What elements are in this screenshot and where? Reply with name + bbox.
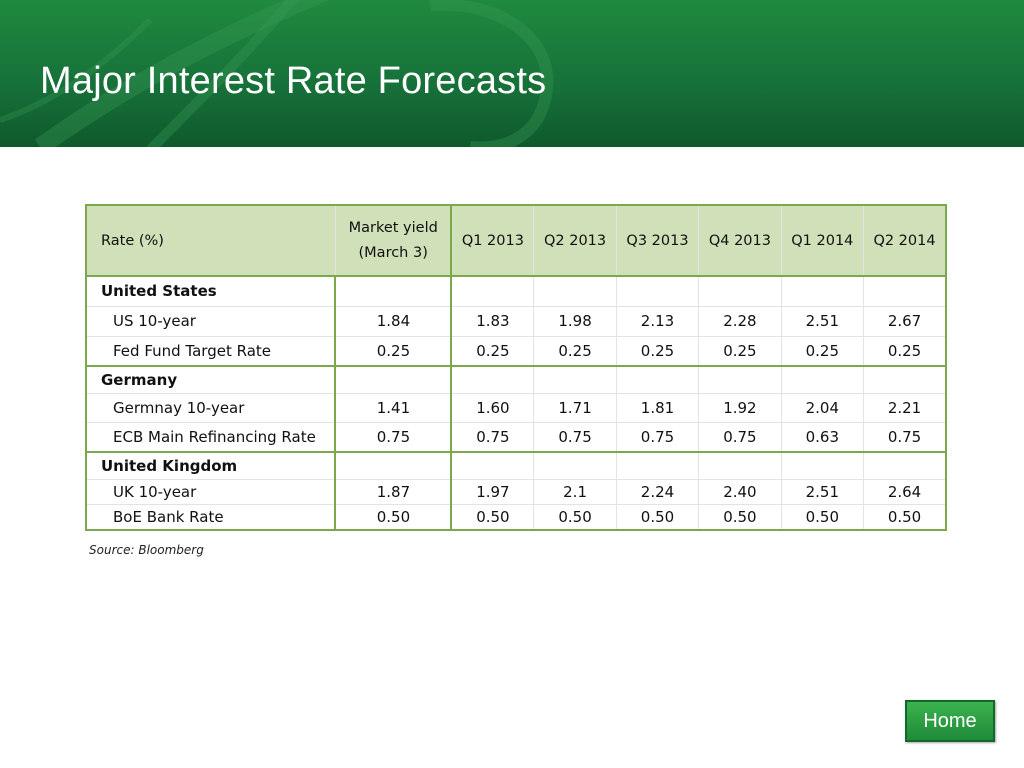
cell-value: 0.25 — [863, 335, 948, 367]
header-swirl-decoration — [0, 0, 554, 147]
cell-value: 2.51 — [780, 478, 865, 505]
cell-value: 2.28 — [698, 305, 782, 337]
cell-value: 0.25 — [450, 335, 535, 367]
table-row: BoE Bank Rate 0.50 0.50 0.50 0.50 0.50 0… — [84, 503, 948, 531]
rate-forecast-table-container: Rate (%) Market yield (March 3) Q1 2013 … — [84, 204, 948, 531]
cell-value: 1.71 — [533, 392, 617, 423]
cell-value: 2.67 — [863, 305, 948, 337]
cell-value: 0.75 — [450, 421, 535, 453]
cell-value: 2.04 — [780, 392, 865, 423]
column-header-rate: Rate (%) — [84, 204, 336, 277]
row-label: Germnay 10-year — [84, 392, 336, 423]
cell-value: 2.13 — [615, 305, 700, 337]
cell-value: 1.87 — [334, 478, 453, 505]
cell-value: 1.83 — [450, 305, 535, 337]
row-label: Fed Fund Target Rate — [84, 335, 336, 367]
group-row-united-kingdom: United Kingdom — [84, 451, 948, 480]
cell-value: 0.25 — [780, 335, 865, 367]
row-label: UK 10-year — [84, 478, 336, 505]
cell-value: 0.75 — [863, 421, 948, 453]
rate-forecast-table: Rate (%) Market yield (March 3) Q1 2013 … — [84, 204, 948, 531]
cell-value: 0.50 — [698, 503, 782, 531]
column-header-q1-2014: Q1 2014 — [780, 204, 865, 277]
cell-value: 0.50 — [615, 503, 700, 531]
cell-value: 1.81 — [615, 392, 700, 423]
column-header-q2-2014: Q2 2014 — [863, 204, 948, 277]
row-label: ECB Main Refinancing Rate — [84, 421, 336, 453]
slide-title: Major Interest Rate Forecasts — [40, 60, 547, 102]
column-header-q4-2013: Q4 2013 — [698, 204, 782, 277]
table-header-row: Rate (%) Market yield (March 3) Q1 2013 … — [84, 204, 948, 277]
cell-value: 0.75 — [615, 421, 700, 453]
column-header-market-yield: Market yield (March 3) — [334, 204, 453, 277]
row-label: US 10-year — [84, 305, 336, 337]
group-label: United States — [84, 275, 336, 307]
table-row: ECB Main Refinancing Rate 0.75 0.75 0.75… — [84, 421, 948, 453]
cell-value: 0.75 — [698, 421, 782, 453]
group-label: Germany — [84, 365, 336, 394]
cell-value: 1.84 — [334, 305, 453, 337]
cell-value: 0.50 — [334, 503, 453, 531]
group-row-germany: Germany — [84, 365, 948, 394]
market-yield-label: Market yield (March 3) — [348, 219, 438, 261]
row-label: BoE Bank Rate — [84, 503, 336, 531]
table-row: UK 10-year 1.87 1.97 2.1 2.24 2.40 2.51 … — [84, 478, 948, 505]
group-row-united-states: United States — [84, 275, 948, 307]
cell-value: 0.50 — [533, 503, 617, 531]
cell-value: 1.98 — [533, 305, 617, 337]
source-note: Source: Bloomberg — [89, 543, 204, 557]
table-row: Fed Fund Target Rate 0.25 0.25 0.25 0.25… — [84, 335, 948, 367]
cell-value: 2.21 — [863, 392, 948, 423]
table-row: US 10-year 1.84 1.83 1.98 2.13 2.28 2.51… — [84, 305, 948, 337]
cell-value: 1.92 — [698, 392, 782, 423]
slide-header: Major Interest Rate Forecasts — [0, 0, 1024, 147]
cell-value: 2.24 — [615, 478, 700, 505]
group-label: United Kingdom — [84, 451, 336, 480]
column-header-q1-2013: Q1 2013 — [450, 204, 535, 277]
cell-value: 0.50 — [863, 503, 948, 531]
cell-value: 0.50 — [780, 503, 865, 531]
cell-value: 2.51 — [780, 305, 865, 337]
cell-value: 0.75 — [334, 421, 453, 453]
cell-value: 2.64 — [863, 478, 948, 505]
cell-value: 0.50 — [450, 503, 535, 531]
cell-value: 1.60 — [450, 392, 535, 423]
cell-value: 0.25 — [334, 335, 453, 367]
cell-value: 1.41 — [334, 392, 453, 423]
cell-value: 0.75 — [533, 421, 617, 453]
column-header-q3-2013: Q3 2013 — [615, 204, 700, 277]
cell-value: 0.25 — [698, 335, 782, 367]
cell-value: 2.40 — [698, 478, 782, 505]
cell-value: 1.97 — [450, 478, 535, 505]
cell-value: 0.25 — [533, 335, 617, 367]
cell-value: 0.63 — [780, 421, 865, 453]
column-header-q2-2013: Q2 2013 — [533, 204, 617, 277]
table-row: Germnay 10-year 1.41 1.60 1.71 1.81 1.92… — [84, 392, 948, 423]
cell-value: 0.25 — [615, 335, 700, 367]
home-button[interactable]: Home — [905, 700, 995, 742]
cell-value: 2.1 — [533, 478, 617, 505]
